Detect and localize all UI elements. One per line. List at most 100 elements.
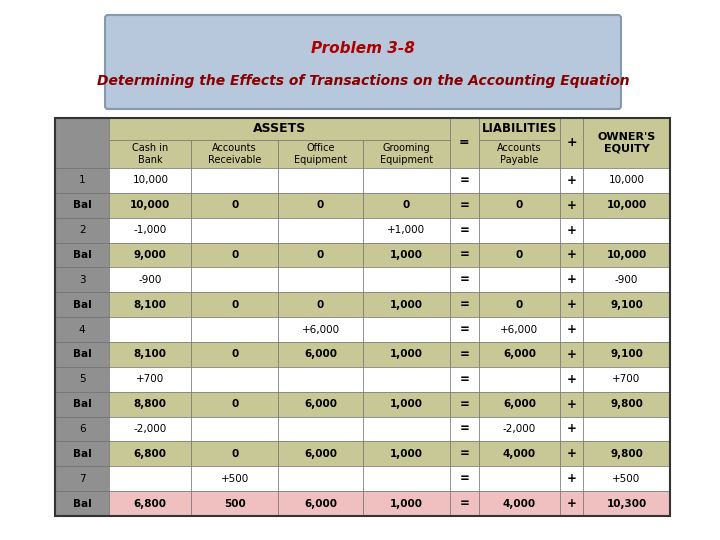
Text: =: = (459, 497, 469, 510)
Bar (192, 416, 278, 441)
Text: 6,800: 6,800 (134, 449, 167, 459)
Bar (450, 367, 479, 392)
Bar (560, 267, 583, 292)
Bar (55, 392, 109, 416)
Text: 4: 4 (79, 325, 86, 335)
Text: +: + (567, 323, 577, 336)
Bar (479, 491, 560, 516)
Bar (450, 392, 479, 416)
Bar (192, 193, 278, 218)
Bar (363, 491, 450, 516)
Text: Bal: Bal (73, 349, 91, 360)
Bar (109, 218, 192, 242)
Text: 1,000: 1,000 (390, 498, 423, 509)
Text: 6,000: 6,000 (503, 349, 536, 360)
Text: 9,800: 9,800 (610, 449, 643, 459)
Bar (192, 317, 278, 342)
Text: 0: 0 (317, 300, 324, 310)
Text: +: + (567, 137, 577, 150)
Text: =: = (459, 397, 469, 410)
Text: 10,000: 10,000 (130, 200, 171, 210)
Text: 6,000: 6,000 (304, 498, 337, 509)
Text: 4,000: 4,000 (503, 498, 536, 509)
Bar (479, 416, 560, 441)
Bar (363, 140, 450, 168)
Text: 0: 0 (231, 349, 238, 360)
Text: 1,000: 1,000 (390, 449, 423, 459)
Bar (479, 466, 560, 491)
Text: OWNER'S
EQUITY: OWNER'S EQUITY (598, 132, 656, 154)
Text: =: = (459, 348, 469, 361)
Bar (55, 441, 109, 466)
Bar (363, 168, 450, 193)
Text: -1,000: -1,000 (134, 225, 167, 235)
Bar (109, 491, 192, 516)
Bar (560, 416, 583, 441)
Text: +: + (567, 224, 577, 237)
Bar (479, 140, 560, 168)
Bar (55, 118, 109, 168)
Bar (450, 342, 479, 367)
Bar (278, 416, 363, 441)
Bar (583, 491, 670, 516)
Text: 0: 0 (231, 399, 238, 409)
Bar (560, 193, 583, 218)
Bar (109, 118, 450, 140)
Bar (363, 367, 450, 392)
Text: 0: 0 (231, 250, 238, 260)
Bar (55, 342, 109, 367)
Bar (55, 118, 670, 516)
FancyBboxPatch shape (105, 15, 621, 109)
Bar (278, 317, 363, 342)
Bar (583, 392, 670, 416)
Bar (278, 292, 363, 317)
Bar (450, 118, 479, 168)
Text: +: + (567, 397, 577, 410)
Text: 0: 0 (231, 300, 238, 310)
Bar (450, 317, 479, 342)
Bar (560, 466, 583, 491)
Text: 9,100: 9,100 (610, 300, 643, 310)
Bar (479, 317, 560, 342)
Bar (560, 292, 583, 317)
Bar (109, 140, 192, 168)
Bar (109, 292, 192, 317)
Text: 0: 0 (402, 200, 410, 210)
Text: 0: 0 (516, 200, 523, 210)
Text: +: + (567, 298, 577, 311)
Text: +: + (567, 174, 577, 187)
Bar (192, 140, 278, 168)
Bar (560, 392, 583, 416)
Text: Bal: Bal (73, 449, 91, 459)
Text: Problem 3-8: Problem 3-8 (311, 41, 415, 56)
Text: =: = (459, 323, 469, 336)
Text: 10,300: 10,300 (606, 498, 647, 509)
Text: =: = (459, 373, 469, 386)
Bar (363, 441, 450, 466)
Text: +6,000: +6,000 (302, 325, 340, 335)
Text: Grooming
Equipment: Grooming Equipment (380, 143, 433, 165)
Text: 0: 0 (231, 449, 238, 459)
Text: 6: 6 (79, 424, 86, 434)
Bar (583, 367, 670, 392)
Bar (479, 168, 560, 193)
Bar (450, 466, 479, 491)
Text: Determining the Effects of Transactions on the Accounting Equation: Determining the Effects of Transactions … (96, 75, 629, 89)
Text: +: + (567, 248, 577, 261)
Text: +: + (567, 422, 577, 435)
Text: 1,000: 1,000 (390, 399, 423, 409)
Text: 10,000: 10,000 (606, 250, 647, 260)
Bar (450, 242, 479, 267)
Text: 0: 0 (317, 250, 324, 260)
Text: 2: 2 (79, 225, 86, 235)
Bar (109, 342, 192, 367)
Bar (55, 242, 109, 267)
Text: +6,000: +6,000 (500, 325, 539, 335)
Bar (363, 392, 450, 416)
Bar (450, 416, 479, 441)
Text: =: = (459, 447, 469, 461)
Text: +: + (567, 273, 577, 286)
Text: 9,000: 9,000 (134, 250, 167, 260)
Bar (583, 242, 670, 267)
Bar (192, 441, 278, 466)
